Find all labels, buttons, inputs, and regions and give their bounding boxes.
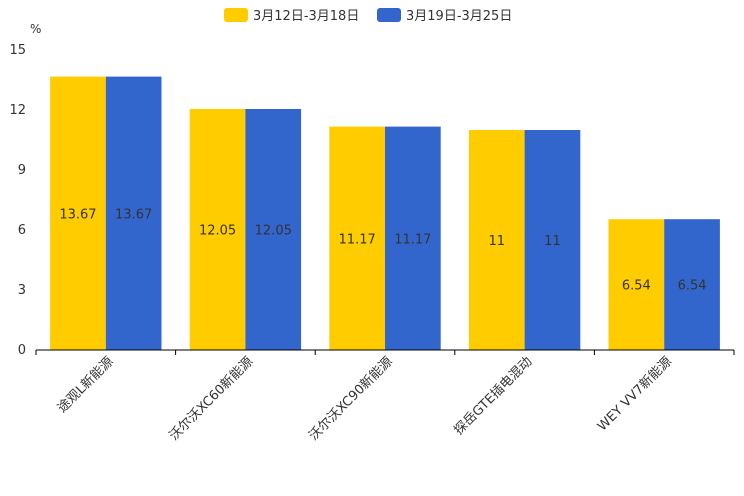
bar-week1 [329, 126, 385, 350]
bar-week2 [664, 219, 720, 350]
x-tick-label: WEY VV7新能源 [594, 354, 675, 435]
legend-label: 3月12日-3月18日 [253, 9, 359, 24]
y-tick-label: 3 [18, 283, 26, 298]
x-tick-label: 探岳GTE插电混动 [451, 354, 535, 438]
x-tick-label: 途观L新能源 [54, 354, 116, 416]
legend: 3月12日-3月18日 3月19日-3月25日 [224, 8, 512, 24]
x-tick-label: 沃尔沃XC60新能源 [166, 354, 256, 444]
y-axis-label: % [30, 22, 41, 36]
legend-swatch [224, 8, 248, 22]
bar-week2 [105, 76, 162, 350]
bar-value-label: 11 [488, 234, 505, 249]
data-labels: 13.67 13.67 12.05 12.05 11.17 11.17 11 11 6.54 6.… [59, 207, 706, 293]
bars [50, 76, 720, 350]
legend-swatch [377, 8, 401, 22]
bar-value-label: 11.17 [339, 232, 376, 247]
bar-value-label: 11 [544, 234, 561, 249]
bar-week2 [245, 109, 302, 350]
bar-week1 [468, 130, 525, 350]
y-tick-label: 6 [18, 223, 26, 238]
y-axis: 0 3 6 9 12 15 [9, 43, 26, 358]
bar-value-label: 12.05 [199, 224, 236, 239]
bar-value-label: 13.67 [115, 207, 152, 222]
bar-week2 [524, 130, 581, 350]
bar-week1 [189, 109, 246, 350]
bar-week1 [608, 219, 665, 350]
y-tick-label: 0 [18, 343, 26, 358]
y-tick-label: 9 [18, 163, 26, 178]
y-tick-label: 12 [9, 103, 26, 118]
bar-value-label: 11.17 [394, 232, 431, 247]
legend-label: 3月19日-3月25日 [406, 9, 512, 24]
bar-value-label: 12.05 [255, 224, 292, 239]
y-tick-label: 15 [9, 43, 26, 58]
bar-value-label: 6.54 [678, 279, 707, 294]
bar-week2 [385, 126, 441, 350]
x-tick-label: 沃尔沃XC90新能源 [306, 354, 396, 444]
bar-value-label: 13.67 [59, 207, 96, 222]
x-axis: 途观L新能源 沃尔沃XC60新能源 沃尔沃XC90新能源 探岳GTE插电混动 WEY V… [35, 349, 735, 444]
bar-week1 [50, 76, 106, 350]
bar-value-label: 6.54 [622, 279, 651, 294]
